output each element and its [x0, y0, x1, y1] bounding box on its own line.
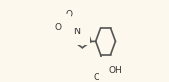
- Text: O: O: [93, 73, 100, 82]
- Text: O: O: [65, 10, 72, 19]
- Text: N: N: [74, 27, 81, 36]
- Text: OH: OH: [108, 66, 122, 75]
- Text: O: O: [55, 23, 62, 32]
